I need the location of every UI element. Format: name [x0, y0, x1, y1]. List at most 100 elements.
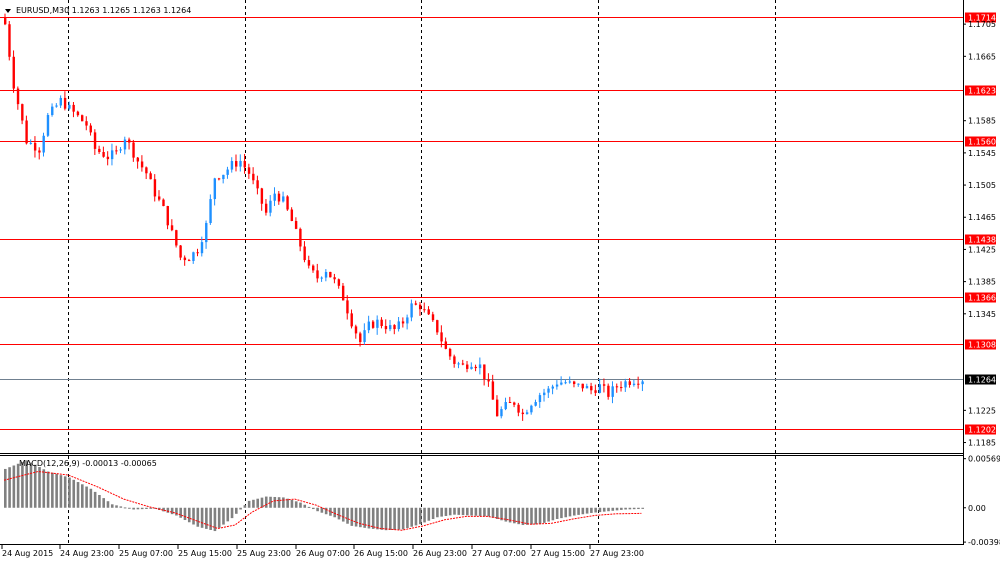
- macd-histogram-bar: [200, 507, 204, 528]
- macd-histogram-bar: [299, 502, 302, 508]
- macd-histogram-bar: [55, 473, 58, 508]
- candle: [256, 175, 259, 195]
- candle: [145, 166, 148, 180]
- macd-histogram-bar: [594, 507, 597, 513]
- candle: [162, 198, 165, 207]
- macd-histogram-bar: [290, 500, 294, 508]
- level-tag: [965, 424, 996, 435]
- macd-histogram-bar: [543, 507, 546, 523]
- macd-histogram-bar: [487, 507, 491, 517]
- candle: [12, 50, 15, 93]
- level-tag: [965, 85, 996, 96]
- price-tick-label: 1.1545: [968, 149, 996, 158]
- macd-histogram-bar: [564, 507, 568, 518]
- macd-histogram-bar: [209, 507, 212, 530]
- level-tag: [965, 339, 996, 350]
- dropdown-triangle-icon[interactable]: [5, 9, 11, 13]
- macd-histogram-bar: [12, 465, 16, 508]
- candle: [474, 364, 477, 372]
- macd-label: MACD(12,26,9) -0.00013 -0.00065: [19, 459, 157, 468]
- candle: [333, 273, 336, 284]
- candle: [55, 103, 58, 108]
- time-tick-label: 25 Aug 23:00: [237, 549, 291, 558]
- macd-histogram-bar: [217, 507, 221, 528]
- macd-histogram-bar: [187, 507, 191, 523]
- candle: [637, 376, 640, 389]
- candle: [183, 255, 187, 266]
- candle: [239, 154, 242, 172]
- candle: [200, 236, 204, 257]
- candle: [371, 320, 375, 329]
- candle: [367, 315, 371, 334]
- macd-histogram-bar: [230, 507, 234, 519]
- candle: [294, 217, 298, 230]
- candle: [320, 276, 323, 282]
- macd-histogram-bar: [585, 507, 589, 514]
- macd-histogram-bar: [76, 482, 80, 508]
- candle: [329, 271, 332, 278]
- macd-histogram-bar: [397, 507, 401, 530]
- macd-indicator: [3, 460, 645, 532]
- candle: [431, 311, 435, 322]
- macd-tick-label: 0.00: [968, 504, 986, 513]
- macd-histogram-bar: [337, 507, 341, 520]
- macd-histogram-bar: [453, 507, 456, 515]
- candles: [4, 13, 644, 421]
- candle: [89, 123, 92, 136]
- macd-histogram-bar: [637, 507, 640, 510]
- macd-histogram-bar: [85, 486, 88, 508]
- candle: [307, 255, 311, 269]
- time-tick-label: 27 Aug 15:00: [531, 549, 585, 558]
- symbol-info: EURUSD,M30 1.1263 1.1265 1.1263 1.1264: [16, 6, 191, 15]
- candle: [196, 248, 199, 257]
- macd-histogram-bar: [264, 496, 268, 508]
- macd-histogram-bar: [341, 507, 345, 522]
- candle: [414, 300, 418, 306]
- candle: [81, 114, 84, 122]
- price-tick-label: 1.1705: [968, 20, 996, 29]
- macd-histogram-bar: [500, 507, 503, 521]
- macd-histogram-bar: [128, 507, 131, 509]
- macd-histogram-bar: [170, 507, 174, 515]
- candle: [264, 199, 268, 216]
- level-tag-label: 1.1366: [968, 294, 996, 303]
- candle: [427, 306, 430, 315]
- candle: [106, 151, 110, 166]
- candle: [572, 380, 576, 388]
- macd-histogram-bar: [149, 507, 153, 509]
- candle: [359, 331, 362, 347]
- candle: [222, 174, 225, 184]
- candle: [68, 101, 71, 111]
- macd-histogram-bar: [179, 507, 182, 518]
- macd-histogram-bar: [333, 507, 337, 518]
- macd-histogram-bar: [418, 507, 422, 525]
- candle: [384, 319, 388, 334]
- candle: [500, 406, 503, 419]
- candle: [192, 251, 195, 264]
- macd-histogram-bar: [303, 504, 307, 508]
- candle: [179, 245, 182, 261]
- candle: [226, 166, 229, 179]
- macd-tick-label: -0.00398: [968, 538, 1000, 547]
- price-tick-label: 1.1385: [968, 278, 996, 287]
- candle: [547, 385, 550, 398]
- macd-histogram-bar: [25, 460, 28, 508]
- candle: [483, 364, 486, 386]
- macd-histogram-bar: [598, 507, 602, 513]
- horizontal-levels[interactable]: 1.1714 1.1623 1.1560 1.1438 1.1366 1.1308 1.12…: [0, 12, 996, 435]
- candle: [303, 241, 306, 263]
- candle: [418, 301, 422, 316]
- macd-histogram-bar: [534, 507, 538, 525]
- time-tick-label: 26 Aug 07:00: [296, 549, 350, 558]
- macd-histogram-bar: [33, 464, 37, 508]
- candle: [252, 167, 255, 185]
- macd-histogram-bar: [110, 504, 114, 508]
- macd-histogram-bar: [632, 507, 636, 510]
- macd-histogram-bar: [316, 507, 319, 512]
- candle: [615, 383, 619, 393]
- candle: [555, 380, 559, 390]
- macd-histogram-bar: [68, 477, 71, 508]
- time-tick-label: 24 Aug 2015: [2, 549, 53, 558]
